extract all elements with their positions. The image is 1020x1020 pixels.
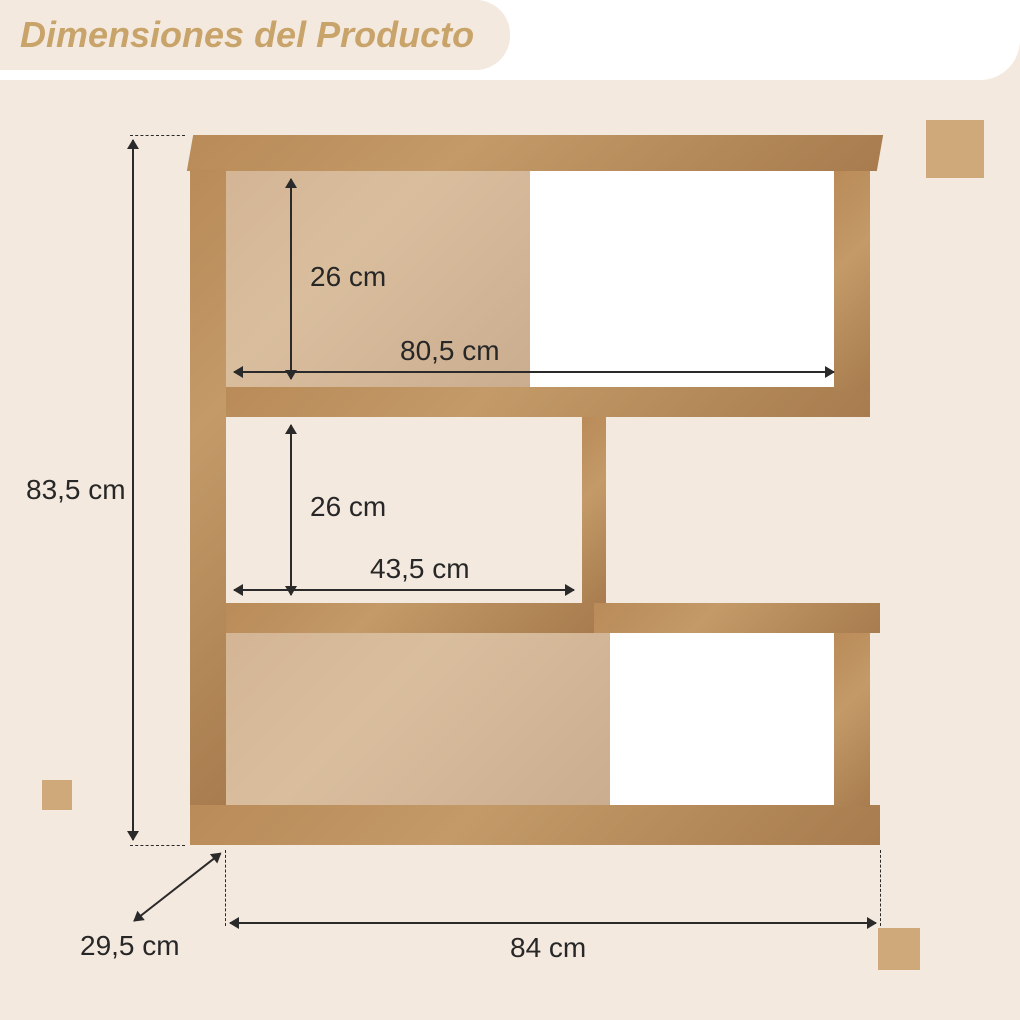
arrow-shelf-width-top bbox=[234, 371, 834, 373]
arrow-total-width bbox=[230, 922, 876, 924]
guide-line bbox=[880, 850, 881, 926]
label-depth: 29,5 cm bbox=[80, 930, 180, 962]
arrow-shelf-height-mid bbox=[290, 425, 292, 595]
shelf-upper bbox=[224, 387, 870, 417]
page-title: Dimensiones del Producto bbox=[20, 14, 474, 55]
label-total-width: 84 cm bbox=[510, 932, 586, 964]
label-total-height: 83,5 cm bbox=[26, 474, 126, 506]
side-panel-right-lower bbox=[834, 633, 870, 807]
white-back-panel bbox=[610, 633, 834, 807]
shelf-mid-left bbox=[224, 603, 594, 633]
decoration-square bbox=[42, 780, 72, 810]
product-diagram: 26 cm 80,5 cm 26 cm 43,5 cm bbox=[190, 135, 880, 845]
label-shelf-height-mid: 26 cm bbox=[310, 491, 386, 523]
white-back-panel bbox=[530, 171, 834, 387]
arrow-shelf-width-mid bbox=[234, 589, 574, 591]
shelf-mid-right bbox=[594, 603, 880, 633]
guide-line bbox=[225, 850, 226, 926]
label-shelf-width-mid: 43,5 cm bbox=[370, 553, 470, 585]
arrow-shelf-height-top bbox=[290, 179, 292, 379]
guide-line bbox=[130, 845, 185, 846]
decoration-square bbox=[926, 120, 984, 178]
title-tab: Dimensiones del Producto bbox=[0, 0, 510, 70]
wood-back-panel bbox=[224, 633, 610, 807]
vertical-divider bbox=[582, 417, 606, 603]
arrow-total-height bbox=[132, 140, 134, 840]
decoration-square bbox=[878, 928, 920, 970]
arrow-depth bbox=[133, 852, 221, 921]
side-panel-left bbox=[190, 169, 226, 805]
label-shelf-width-top: 80,5 cm bbox=[400, 335, 500, 367]
shelf-bottom bbox=[190, 805, 880, 845]
side-panel-right-upper bbox=[834, 171, 870, 391]
label-shelf-height-top: 26 cm bbox=[310, 261, 386, 293]
shelf-top bbox=[187, 135, 883, 171]
guide-line bbox=[130, 135, 185, 136]
